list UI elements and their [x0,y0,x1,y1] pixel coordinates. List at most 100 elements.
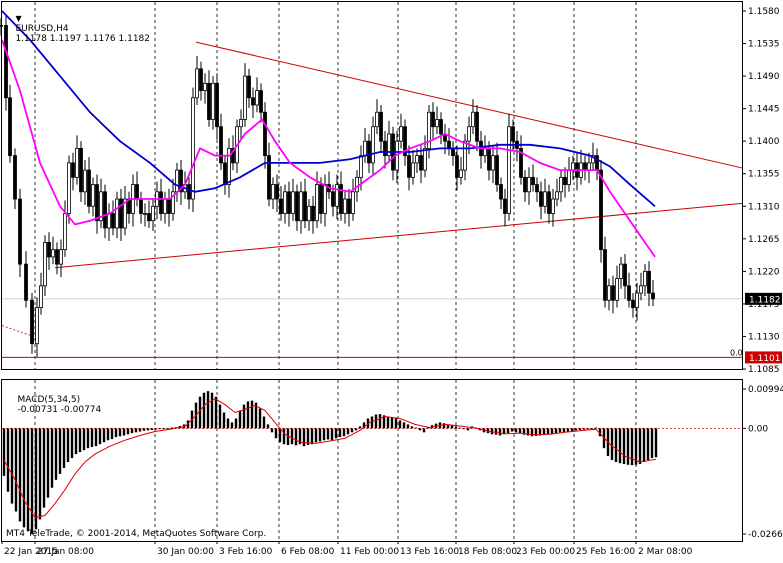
macd-bar [2,428,6,476]
candle [507,113,511,221]
macd-bar [458,427,462,429]
candle-body [231,148,235,164]
candle-body [463,140,467,171]
macd-bar [358,426,362,429]
macd-bar [526,428,530,436]
macd-bar [314,428,318,443]
macd-bar [386,416,390,429]
candle [523,170,527,202]
candle [299,181,303,234]
candle-body [255,90,259,106]
macd-bar [186,420,190,429]
candle-body [631,299,635,308]
level-price-label: 1.1101 [749,354,781,364]
macd-bar [410,426,414,429]
candle [491,145,495,184]
price-tick-label: 1.1265 [748,235,780,245]
candle-body [531,176,535,185]
candle [551,188,555,227]
macd-bar [650,428,654,459]
macd-bar [290,428,294,445]
candle-body [335,184,339,207]
candle [91,177,95,217]
candle-body [487,148,491,171]
candle [559,170,563,202]
candle [135,171,139,207]
collapse-triangle-icon[interactable]: ▼ [15,14,22,23]
candle-body [91,184,95,207]
candle [79,141,83,202]
macd-bar [302,428,306,447]
time-tick-label: 25 Feb 16:00 [576,547,635,557]
candle [147,200,151,228]
candle-body [511,126,515,142]
price-candles [0,15,655,357]
candle [471,99,475,134]
candle-body [387,133,391,157]
macd-bar [326,428,330,440]
macd-bar [586,428,590,430]
macd-bar [278,428,282,443]
macd-axis: 0.00994 0.00 -0.02668 [742,385,783,540]
candle [443,123,447,155]
macd-bar [558,428,562,433]
price-tick-label: 1.1130 [748,332,780,342]
candle-body [283,191,287,214]
candle [155,181,159,220]
macd-bar [26,428,30,532]
macd-bar [234,418,238,429]
candle-body [307,205,311,222]
candle-body [495,155,499,185]
candle-body [635,292,639,308]
time-tick-label: 6 Feb 08:00 [281,547,335,557]
candle [539,181,543,220]
candle [335,174,339,220]
macd-bar [530,428,534,437]
candle [283,184,287,224]
candle-body [175,169,179,193]
macd-bar [50,428,54,488]
candle [419,145,423,184]
candle-body [455,155,459,178]
macd-bar [198,396,202,429]
current-price-tag [745,292,782,305]
macd-signal-line [3,398,657,518]
candle [95,174,99,234]
macd-tick-label: 0.00994 [748,385,783,395]
candle-body [115,198,119,229]
candle-body [331,191,335,207]
current-price-label: 1.1182 [749,295,781,305]
candle [435,106,439,134]
candle-body [459,169,463,178]
candle [187,177,191,210]
macd-bar [286,428,290,445]
candle-body [435,119,439,128]
price-tick-label: 1.1490 [748,72,780,82]
candle-body [351,191,355,214]
macd-bar [210,392,214,429]
candle-body [275,184,279,200]
candle [627,272,631,308]
macd-bar [550,428,554,434]
macd-bar [546,428,550,435]
candle-body [191,97,195,200]
macd-tick-label: -0.02668 [748,530,783,540]
level-price-tag [745,351,782,364]
candle-body [75,148,79,178]
candle-body [523,176,527,193]
candle-body [403,126,407,157]
candle-body [207,82,211,120]
candle-body [583,162,587,171]
candle [271,177,275,210]
candle-body [18,198,22,265]
candle-body [427,111,431,149]
candle-body [279,198,283,214]
macd-bar [70,428,74,459]
candle-body [439,119,443,135]
macd-bar [62,428,66,468]
macd-bar [562,428,566,432]
candle [399,113,403,149]
candle [279,186,283,221]
